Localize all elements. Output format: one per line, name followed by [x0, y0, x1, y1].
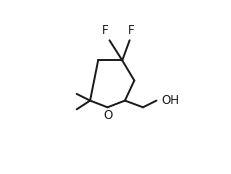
Text: OH: OH [161, 94, 179, 107]
Text: F: F [101, 24, 108, 37]
Text: O: O [102, 109, 112, 122]
Text: F: F [127, 24, 134, 37]
